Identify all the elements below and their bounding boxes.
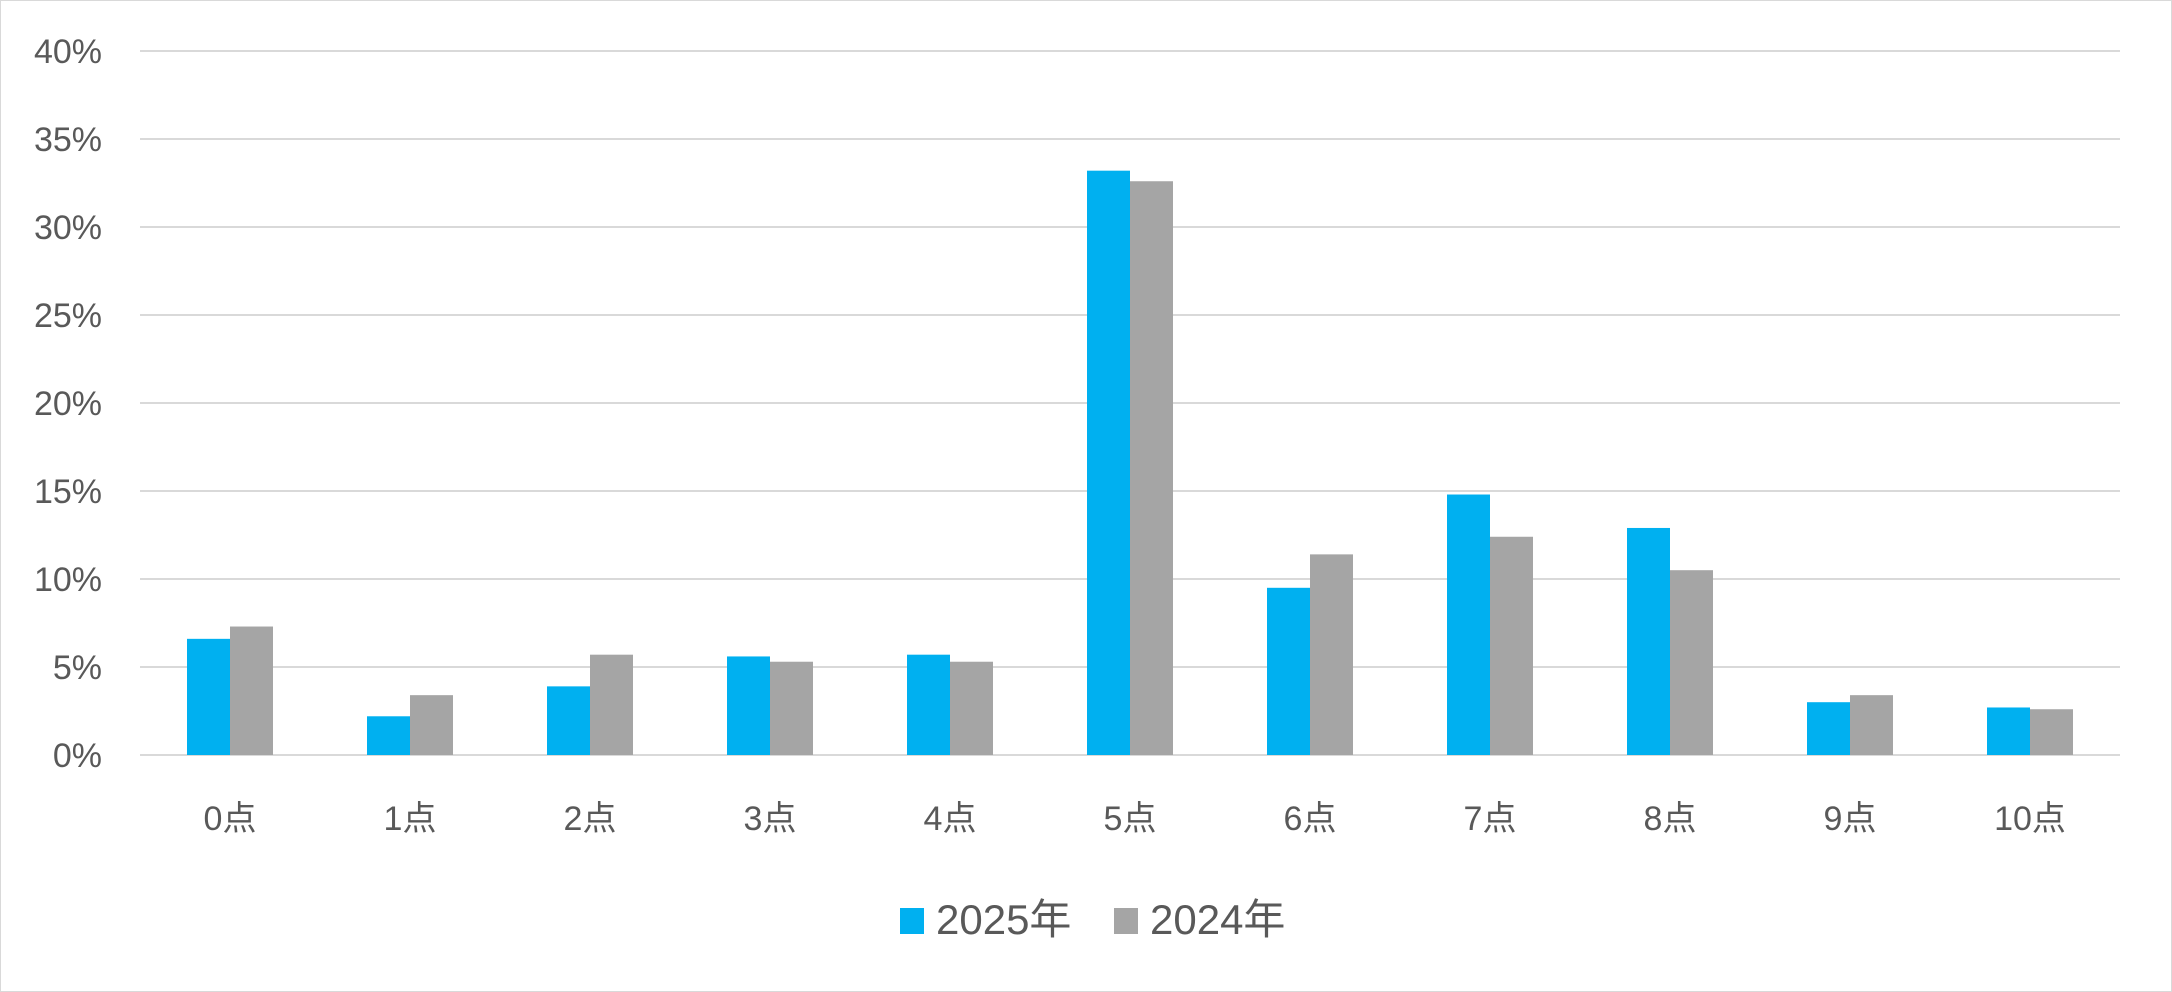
y-tick-label: 5% xyxy=(53,649,102,687)
y-tick-label: 40% xyxy=(34,33,102,71)
bar-series-2 xyxy=(1130,181,1173,756)
bar-series-1 xyxy=(1807,702,1850,755)
bar-series-2 xyxy=(1850,695,1893,755)
bar-series-1 xyxy=(1447,494,1490,755)
bar-series-2 xyxy=(1670,570,1713,755)
x-tick-label: 1点 xyxy=(384,800,437,838)
bar-series-2 xyxy=(590,654,633,755)
x-tick-label: 10点 xyxy=(1994,800,2066,838)
bar-series-1 xyxy=(1627,527,1670,755)
y-tick-label: 25% xyxy=(34,297,102,335)
x-tick-label: 3点 xyxy=(744,800,797,838)
x-tick-label: 5点 xyxy=(1104,800,1157,838)
y-tick-label: 15% xyxy=(34,473,102,511)
x-tick-label: 0点 xyxy=(204,800,257,838)
bar-series-2 xyxy=(1310,554,1353,755)
bar-series-2 xyxy=(950,661,993,755)
bar-series-1 xyxy=(1087,170,1130,755)
bar-series-1 xyxy=(1987,707,2030,755)
x-tick-label: 2点 xyxy=(564,800,617,838)
bars xyxy=(187,170,2073,756)
bar-series-1 xyxy=(367,716,410,755)
bar-series-1 xyxy=(907,654,950,755)
bar-series-1 xyxy=(547,686,590,755)
x-tick-label: 7点 xyxy=(1464,800,1517,838)
bar-series-2 xyxy=(770,661,813,755)
x-tick-label: 8点 xyxy=(1644,800,1697,838)
legend: 2025年 2024年 xyxy=(900,896,1285,943)
legend-label: 2025年 xyxy=(936,896,1071,943)
bar-series-2 xyxy=(1490,536,1533,755)
bar-series-2 xyxy=(2030,709,2073,755)
bar-series-2 xyxy=(230,626,273,755)
y-tick-label: 10% xyxy=(34,561,102,599)
bar-series-1 xyxy=(727,656,770,755)
x-axis-ticks: 0点 1点 2点 3点 4点 5点 6点 7点 8点 9点 10点 xyxy=(204,800,2066,838)
legend-swatch xyxy=(900,908,924,934)
y-tick-label: 20% xyxy=(34,385,102,423)
y-tick-label: 30% xyxy=(34,209,102,247)
legend-label: 2024年 xyxy=(1150,896,1285,943)
bar-series-2 xyxy=(410,695,453,755)
legend-swatch xyxy=(1114,908,1138,934)
bar-series-1 xyxy=(1267,587,1310,755)
x-tick-label: 4点 xyxy=(924,800,977,838)
y-tick-label: 35% xyxy=(34,121,102,159)
bar-series-1 xyxy=(187,638,230,755)
x-tick-label: 9点 xyxy=(1824,800,1877,838)
y-axis-ticks: 0% 5% 10% 15% 20% 25% 30% 35% 40% xyxy=(34,33,102,775)
y-tick-label: 0% xyxy=(53,737,102,775)
x-tick-label: 6点 xyxy=(1284,800,1337,838)
